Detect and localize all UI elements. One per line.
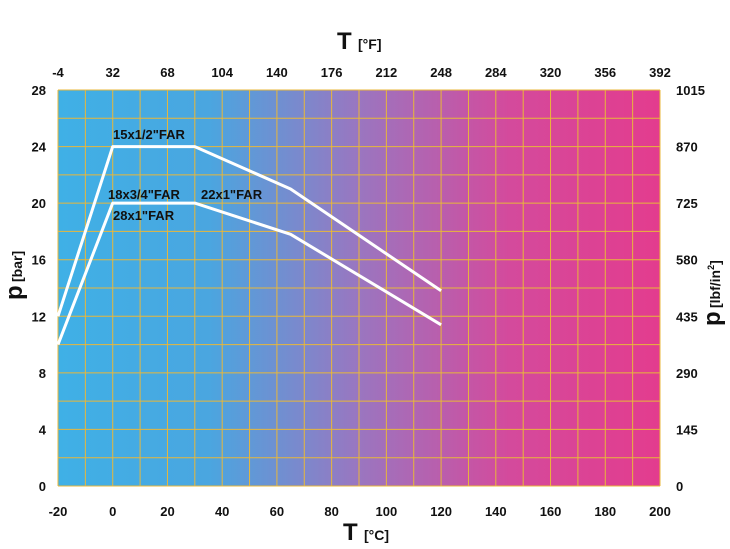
y-left-tick-label: 0 — [39, 479, 46, 494]
curve-label: 18x3/4"FAR — [108, 187, 181, 202]
x-top-tick-label: 392 — [649, 65, 671, 80]
y-right-tick-label: 0 — [676, 479, 683, 494]
y-right-tick-label: 435 — [676, 309, 698, 324]
x-bottom-tick-label: 160 — [540, 504, 562, 519]
y-right-tick-label: 725 — [676, 196, 698, 211]
x-top-tick-label: 68 — [160, 65, 174, 80]
y-left-tick-label: 28 — [32, 83, 46, 98]
curve-label: 22x1"FAR — [201, 187, 263, 202]
left-axis-unit: [bar] — [9, 251, 25, 282]
y-left-tick-label: 20 — [32, 196, 46, 211]
x-top-tick-label: 320 — [540, 65, 562, 80]
series-line-2 — [56, 201, 442, 346]
y-right-tick-label: 1015 — [676, 83, 705, 98]
right-axis-unit: [lbf/in2] — [706, 260, 723, 308]
x-top-tick-label: 284 — [485, 65, 507, 80]
right-axis-unit-close: ] — [707, 260, 723, 265]
x-bottom-tick-label: 120 — [430, 504, 452, 519]
x-bottom-tick-label: 180 — [594, 504, 616, 519]
bottom-axis-unit: [°C] — [364, 527, 389, 543]
x-top-tick-label: 32 — [105, 65, 119, 80]
top-axis-title: T — [337, 28, 352, 55]
top-axis-ticks: -4 32 68 104 140 176 212 248 284 320 356 392 — [52, 65, 671, 80]
y-left-tick-label: 16 — [32, 253, 46, 268]
bottom-axis-ticks: -20 0 20 40 60 80 100 120 140 160 180 200 — [49, 504, 671, 519]
y-left-tick-label: 12 — [32, 309, 46, 324]
curve-label: 28x1"FAR — [113, 208, 175, 223]
y-left-tick-label: 8 — [39, 366, 46, 381]
x-bottom-tick-label: 0 — [109, 504, 116, 519]
x-top-tick-label: -4 — [52, 65, 64, 80]
curve-labels: 15x1/2"FAR 18x3/4"FAR 22x1"FAR 28x1"FAR — [108, 127, 263, 223]
x-top-tick-label: 140 — [266, 65, 288, 80]
y-right-tick-label: 580 — [676, 253, 698, 268]
bottom-axis-title: T — [343, 519, 358, 546]
x-bottom-tick-label: 60 — [270, 504, 284, 519]
y-right-tick-label: 870 — [676, 140, 698, 155]
top-axis-unit: [°F] — [358, 36, 381, 52]
curve-label: 15x1/2"FAR — [113, 127, 186, 142]
y-right-tick-label: 145 — [676, 422, 698, 437]
y-left-tick-label: 24 — [32, 140, 47, 155]
x-bottom-tick-label: 200 — [649, 504, 671, 519]
series-line-1 — [56, 145, 442, 317]
right-axis-title: p — [699, 311, 726, 326]
x-top-tick-label: 356 — [594, 65, 616, 80]
right-axis-unit-main: [lbf/in — [707, 270, 723, 308]
series-group — [56, 145, 442, 346]
x-bottom-tick-label: 40 — [215, 504, 229, 519]
x-bottom-tick-label: -20 — [49, 504, 68, 519]
x-top-tick-label: 248 — [430, 65, 452, 80]
x-top-tick-label: 176 — [321, 65, 343, 80]
y-right-tick-label: 290 — [676, 366, 698, 381]
right-axis-ticks: 0 145 290 435 580 725 870 1015 — [676, 83, 705, 494]
left-axis-ticks: 0 4 8 12 16 20 24 28 — [32, 83, 47, 494]
x-bottom-tick-label: 100 — [376, 504, 398, 519]
x-bottom-tick-label: 140 — [485, 504, 507, 519]
x-top-tick-label: 104 — [211, 65, 233, 80]
x-bottom-tick-label: 80 — [324, 504, 338, 519]
x-top-tick-label: 212 — [376, 65, 398, 80]
right-axis-unit-sup: 2 — [706, 265, 716, 270]
y-left-tick-label: 4 — [39, 422, 47, 437]
left-axis-title: p — [1, 285, 28, 300]
grid — [57, 89, 661, 487]
x-bottom-tick-label: 20 — [160, 504, 174, 519]
